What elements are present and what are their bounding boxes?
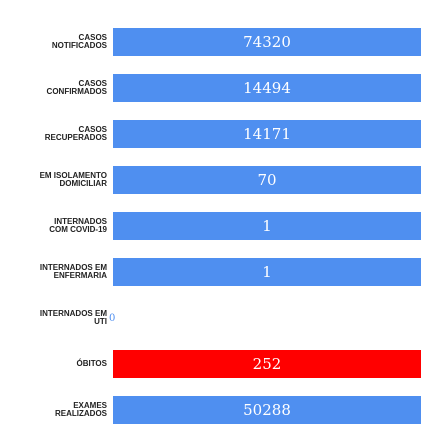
data-label: 252 [252,355,282,373]
chart-row: INTERNADOS EM UTI 0 [0,303,448,333]
category-label-line: INTERNADOS [54,217,107,226]
data-label: 1 [262,263,272,281]
chart-row: INTERNADOS EM ENFERMARIA 1 [0,257,448,287]
category-label-line: EM ISOLAMENTO [39,171,107,180]
category-label-line: CONFIRMADOS [46,87,107,96]
chart-row: EXAMES REALIZADOS 50288 [0,395,448,425]
category-label: CASOS RECUPERADOS [45,126,107,142]
data-bar: 74320 [112,27,422,57]
category-label-line: DOMICILIAR [59,179,107,188]
data-label: 74320 [243,33,291,51]
data-bar: 1 [112,211,422,241]
category-label-line: REALIZADOS [55,409,107,418]
category-label-line: ENFERMARIA [53,271,107,280]
category-label: INTERNADOS COM COVID-19 [49,218,107,234]
data-bar: 14171 [112,119,422,149]
category-label-line: CASOS [78,79,107,88]
data-bar: 252 [112,349,422,379]
data-bar: 50288 [112,395,422,425]
category-label: ÓBITOS [76,360,107,368]
data-bar: 1 [112,257,422,287]
chart-row: CASOS RECUPERADOS 14171 [0,119,448,149]
data-label: 14171 [243,125,291,143]
data-label: 1 [262,217,272,235]
chart-row: INTERNADOS COM COVID-19 1 [0,211,448,241]
category-label-line: CASOS [78,125,107,134]
category-label-line: INTERNADOS EM [39,263,107,272]
category-label-line: RECUPERADOS [44,133,107,142]
data-bar: 14494 [112,73,422,103]
category-label: EXAMES REALIZADOS [55,402,107,418]
data-label: 0 [109,312,116,324]
chart-row: CASOS NOTIFICADOS 74320 [0,27,448,57]
chart-row: EM ISOLAMENTO DOMICILIAR 70 [0,165,448,195]
category-label-line: INTERNADOS EM [39,309,107,318]
category-label: EM ISOLAMENTO DOMICILIAR [40,172,107,188]
category-label-line: COM COVID-19 [49,225,107,234]
category-label: CASOS CONFIRMADOS [47,80,107,96]
data-label: 50288 [243,401,291,419]
data-label: 70 [257,171,277,189]
chart-row: CASOS CONFIRMADOS 14494 [0,73,448,103]
category-label-line: CASOS [78,33,107,42]
category-label: INTERNADOS EM ENFERMARIA [40,264,107,280]
category-label-line: EXAMES [73,401,107,410]
category-label-line: NOTIFICADOS [51,41,107,50]
chart-row: ÓBITOS 252 [0,349,448,379]
category-label: INTERNADOS EM UTI [40,310,107,326]
category-label-line: ÓBITOS [76,359,107,368]
category-label: CASOS NOTIFICADOS [52,34,107,50]
data-bar: 0 [109,311,117,325]
data-bar: 70 [112,165,422,195]
data-label: 14494 [243,79,291,97]
category-label-line: UTI [94,317,107,326]
